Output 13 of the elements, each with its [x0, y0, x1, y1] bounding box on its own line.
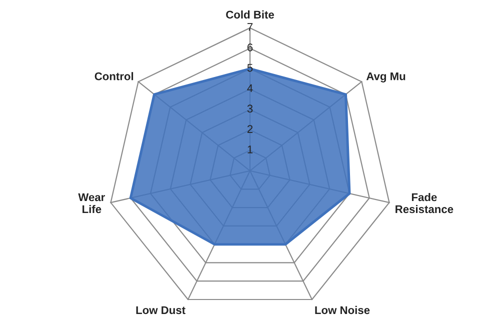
y-tick-label: 3 [247, 104, 253, 113]
spoke-label: Fade Resistance [396, 193, 454, 214]
y-tick-label: 4 [247, 84, 253, 92]
y-tick-label: 6 [247, 43, 253, 52]
spoke-label: Wear Life [78, 193, 105, 214]
y-tick-label: 7 [247, 23, 253, 31]
spoke-label: Low Dust [136, 306, 186, 314]
spoke-label: Cold Bite [226, 10, 274, 19]
spoke-label: Low Noise [315, 306, 370, 314]
spoke-label: Avg Mu [366, 72, 406, 82]
y-tick-label: 1 [248, 146, 253, 154]
y-tick-label: 2 [247, 125, 253, 133]
spoke-label: Control [94, 72, 134, 80]
